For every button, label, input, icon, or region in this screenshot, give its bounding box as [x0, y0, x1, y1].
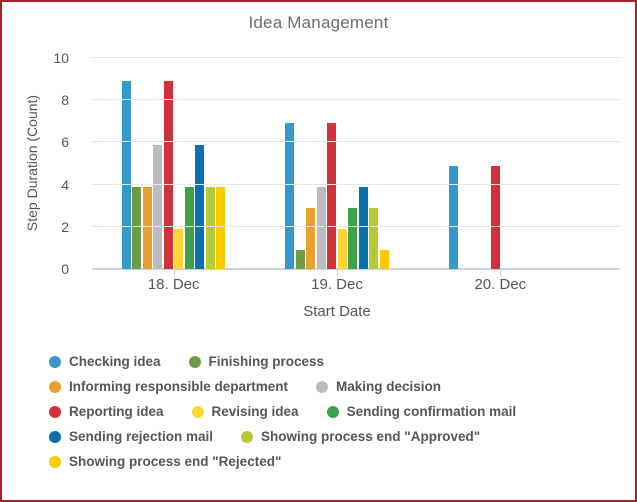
legend-item-label: Informing responsible department [69, 379, 289, 394]
legend-item[interactable]: Sending rejection mail [49, 429, 213, 444]
legend-item[interactable]: Making decision [316, 379, 441, 394]
legend-item-label: Showing process end "Rejected" [69, 454, 282, 469]
legend-row: Sending rejection mail Showing process en… [49, 424, 624, 449]
bar[interactable] [448, 165, 458, 269]
legend-marker-icon [188, 355, 201, 368]
bar-group [255, 58, 418, 276]
x-axis-labels: 18. Dec 19. Dec 20. Dec [92, 276, 582, 293]
x-axis-title: Start Date [303, 303, 371, 320]
bar[interactable] [348, 207, 358, 269]
chart-title: Idea Management [248, 13, 389, 32]
axis-tick [336, 270, 338, 276]
legend-item[interactable]: Sending confirmation mail [326, 404, 517, 419]
legend-row: Checking idea Finishing process [49, 349, 624, 374]
bar[interactable] [327, 123, 337, 269]
bar[interactable] [379, 250, 389, 269]
gridline [92, 225, 620, 227]
gridline [92, 183, 620, 185]
legend-item[interactable]: Showing process end "Approved" [241, 429, 480, 444]
legend-item-label: Checking idea [69, 354, 161, 369]
legend-item[interactable]: Showing process end "Rejected" [49, 454, 281, 469]
gridline [92, 57, 620, 58]
bar[interactable] [142, 186, 152, 269]
gridline [92, 99, 620, 101]
bar[interactable] [174, 228, 184, 269]
x-tick-label: 20. Dec [474, 276, 527, 293]
bar[interactable] [121, 81, 131, 269]
legend-item-label: Sending rejection mail [69, 429, 214, 444]
legend-marker-icon [326, 405, 339, 418]
legend-item-label: Showing process end "Approved" [261, 429, 481, 444]
y-axis-labels: 0 2 4 6 8 10 [2, 50, 82, 277]
x-axis-line [92, 268, 620, 270]
bar-groups [92, 58, 582, 276]
legend-item-label: Finishing process [208, 354, 325, 369]
legend-marker-icon [191, 405, 204, 418]
plot-area [92, 57, 620, 276]
bar[interactable] [316, 186, 326, 269]
bar[interactable] [195, 144, 205, 269]
bar[interactable] [295, 250, 305, 269]
bar[interactable] [337, 228, 347, 269]
legend-row: Reporting idea Revising idea Sending confi… [49, 399, 624, 424]
bar[interactable] [153, 144, 163, 269]
legend-marker-icon [49, 455, 61, 468]
legend-marker-icon [49, 405, 61, 418]
x-tick-label: 19. Dec [311, 276, 363, 293]
y-tick-label: 8 [61, 92, 69, 109]
bar[interactable] [132, 186, 142, 269]
legend-item-label: Revising idea [211, 404, 299, 419]
bar[interactable] [163, 81, 173, 269]
x-tick-label: 18. Dec [147, 276, 200, 293]
y-tick-label: 0 [61, 261, 69, 277]
bar-group [92, 58, 255, 276]
bar[interactable] [306, 207, 316, 269]
legend-item[interactable]: Revising idea [191, 404, 299, 419]
bar[interactable] [369, 207, 379, 269]
bar[interactable] [358, 186, 368, 269]
legend-marker-icon [49, 430, 61, 443]
legend-marker-icon [241, 430, 254, 443]
bar[interactable] [285, 123, 295, 269]
gridline [92, 141, 620, 143]
y-tick-label: 4 [61, 176, 69, 193]
legend-row: Informing responsible department Making d… [49, 374, 624, 399]
y-tick-label: 2 [61, 218, 69, 235]
legend-marker-icon [316, 380, 329, 393]
bar[interactable] [205, 186, 215, 269]
y-tick-label: 6 [61, 134, 69, 151]
legend-item-label: Reporting idea [69, 404, 164, 419]
legend: Checking idea Finishing process Informing … [49, 349, 624, 474]
legend-item[interactable]: Informing responsible department [49, 379, 288, 394]
legend-item-label: Making decision [336, 379, 442, 394]
legend-item[interactable]: Checking idea [49, 354, 161, 369]
y-tick-label: 10 [53, 50, 69, 66]
axis-tick [500, 270, 502, 276]
axis-tick [173, 270, 175, 276]
bar[interactable] [216, 186, 226, 269]
legend-marker-icon [49, 355, 61, 368]
legend-row: Showing process end "Rejected" [49, 449, 624, 474]
bar-group [419, 58, 582, 276]
legend-item-label: Sending confirmation mail [346, 404, 517, 419]
bar[interactable] [184, 186, 194, 269]
legend-item[interactable]: Finishing process [188, 354, 325, 369]
legend-item[interactable]: Reporting idea [49, 404, 164, 419]
legend-marker-icon [49, 380, 61, 393]
bar[interactable] [490, 165, 500, 269]
